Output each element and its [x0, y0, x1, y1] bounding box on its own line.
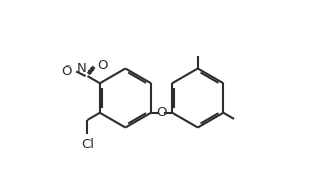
Text: O: O	[156, 106, 167, 119]
Text: O: O	[61, 64, 72, 78]
Text: Cl: Cl	[81, 138, 94, 151]
Text: O: O	[98, 59, 108, 72]
Text: +: +	[86, 66, 94, 76]
Text: N: N	[77, 62, 87, 75]
Text: ⁻: ⁻	[64, 63, 70, 73]
